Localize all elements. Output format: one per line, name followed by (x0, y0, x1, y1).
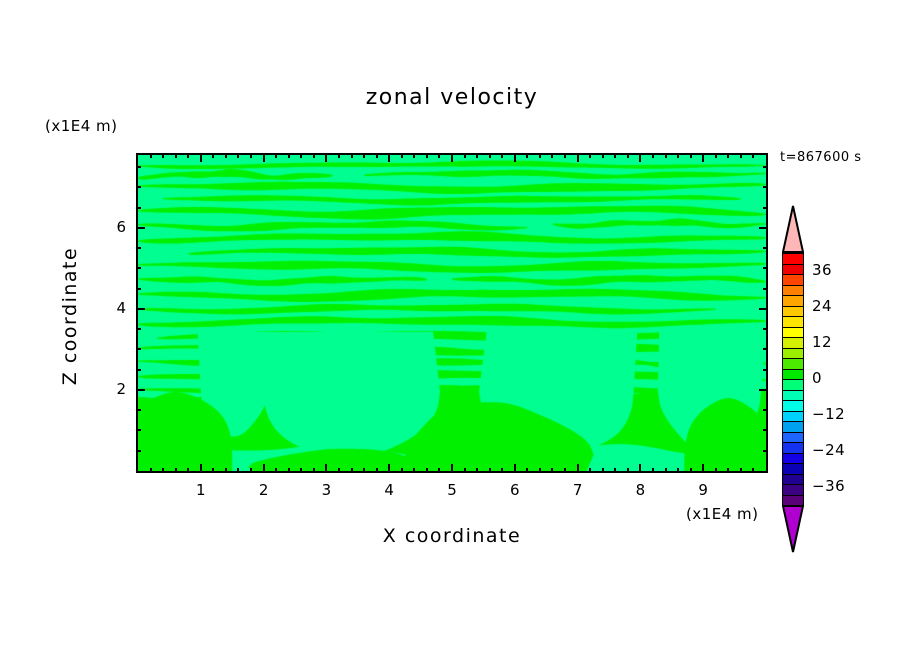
colorbar-band (783, 390, 803, 401)
colorbar-band (783, 296, 803, 307)
colorbar-band (783, 264, 803, 275)
x-axis-tick-label: 3 (321, 481, 332, 499)
x-axis-tick-label: 6 (510, 481, 520, 499)
colorbar-band (783, 422, 803, 433)
contour-plot-area (136, 153, 768, 473)
colorbar-bands (782, 253, 804, 506)
x-axis-tick-label: 4 (384, 481, 394, 499)
colorbar-band (783, 254, 803, 265)
colorbar-band (783, 432, 803, 443)
colorbar-tick-label: −24 (812, 441, 846, 459)
colorbar-band (783, 285, 803, 296)
colorbar-band (783, 474, 803, 485)
colorbar (781, 205, 805, 553)
colorbar-band (783, 464, 803, 475)
y-axis-tick-label: 2 (116, 379, 126, 398)
colorbar-tick-label: 36 (812, 261, 833, 279)
colorbar-tick-label: 12 (812, 333, 833, 351)
x-axis-title: X coordinate (382, 525, 522, 547)
x-axis-tick-label: 2 (258, 481, 269, 499)
y-axis-title: Z coordinate (59, 246, 81, 386)
x-axis-tick-label: 9 (698, 481, 708, 499)
colorbar-band (783, 453, 803, 464)
colorbar-band (783, 327, 803, 338)
y-axis-tick-label: 6 (116, 217, 126, 236)
colorbar-tick-label: 0 (812, 369, 823, 387)
colorbar-band (783, 359, 803, 370)
x-axis-tick-label: 1 (196, 481, 206, 499)
y-axis-unit-label: (x1E4 m) (45, 117, 118, 135)
colorbar-tick-label: −12 (812, 405, 846, 423)
colorbar-band (783, 369, 803, 380)
colorbar-tick-label: 24 (812, 297, 833, 315)
colorbar-band (783, 411, 803, 422)
colorbar-under-arrow (781, 505, 805, 553)
colorbar-band (783, 306, 803, 317)
x-axis-tick-label: 5 (447, 481, 457, 499)
colorbar-band (783, 443, 803, 454)
contour-field (138, 155, 766, 471)
colorbar-band (783, 495, 803, 506)
colorbar-tick-label: −36 (812, 477, 846, 495)
x-axis-tick-label: 7 (572, 481, 583, 499)
x-axis-unit-label: (x1E4 m) (686, 505, 759, 523)
page-title: zonal velocity (365, 85, 539, 110)
colorbar-band (783, 317, 803, 328)
colorbar-over-arrow (781, 205, 805, 253)
colorbar-band (783, 275, 803, 286)
time-annotation: t=867600 s (780, 150, 862, 165)
colorbar-band (783, 348, 803, 359)
colorbar-band (783, 401, 803, 412)
colorbar-band (783, 380, 803, 391)
colorbar-band (783, 338, 803, 349)
x-axis-tick-label: 8 (635, 481, 646, 499)
colorbar-band (783, 485, 803, 496)
y-axis-tick-label: 4 (116, 298, 126, 317)
